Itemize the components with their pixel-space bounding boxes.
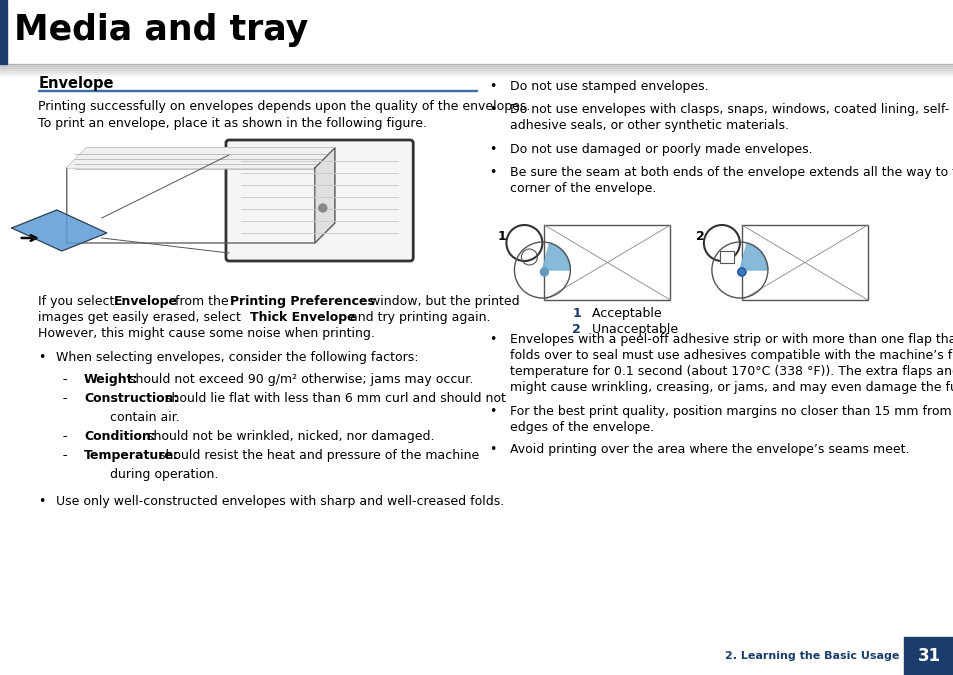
Text: Envelope: Envelope xyxy=(38,76,113,91)
Text: To print an envelope, place it as shown in the following figure.: To print an envelope, place it as shown … xyxy=(38,117,427,130)
Text: Acceptable: Acceptable xyxy=(584,307,661,320)
Text: window, but the printed: window, but the printed xyxy=(366,295,519,308)
Text: Do not use envelopes with clasps, snaps, windows, coated lining, self-: Do not use envelopes with clasps, snaps,… xyxy=(510,103,948,116)
Polygon shape xyxy=(67,148,335,168)
Text: -: - xyxy=(62,449,67,462)
Text: Do not use stamped envelopes.: Do not use stamped envelopes. xyxy=(510,80,708,93)
Text: edges of the envelope.: edges of the envelope. xyxy=(510,421,654,434)
Text: Avoid printing over the area where the envelope’s seams meet.: Avoid printing over the area where the e… xyxy=(510,443,909,456)
Text: and try printing again.: and try printing again. xyxy=(346,311,490,324)
Text: corner of the envelope.: corner of the envelope. xyxy=(510,182,656,195)
Text: -: - xyxy=(62,373,67,386)
Text: should lie flat with less than 6 mm curl and should not: should lie flat with less than 6 mm curl… xyxy=(160,392,505,405)
Bar xyxy=(544,225,670,300)
Text: If you select: If you select xyxy=(38,295,118,308)
Text: images get easily erased, select: images get easily erased, select xyxy=(38,311,245,324)
Text: When selecting envelopes, consider the following factors:: When selecting envelopes, consider the f… xyxy=(56,351,418,364)
Text: •: • xyxy=(38,351,46,364)
Text: •: • xyxy=(489,166,497,179)
Text: should resist the heat and pressure of the machine: should resist the heat and pressure of t… xyxy=(154,449,478,462)
Text: should not exceed 90 g/m² otherwise; jams may occur.: should not exceed 90 g/m² otherwise; jam… xyxy=(125,373,473,386)
Text: Temperature:: Temperature: xyxy=(84,449,178,462)
Text: folds over to seal must use adhesives compatible with the machine’s fusing: folds over to seal must use adhesives co… xyxy=(510,349,953,362)
Text: 2: 2 xyxy=(572,323,580,336)
Polygon shape xyxy=(314,148,335,243)
Text: Envelopes with a peel-off adhesive strip or with more than one flap that: Envelopes with a peel-off adhesive strip… xyxy=(510,333,953,346)
Text: •: • xyxy=(489,80,497,93)
Bar xyxy=(741,225,867,300)
Text: contain air.: contain air. xyxy=(110,411,179,424)
Text: Envelope: Envelope xyxy=(114,295,178,308)
Bar xyxy=(903,637,953,675)
Text: •: • xyxy=(489,443,497,456)
Text: For the best print quality, position margins no closer than 15 mm from the: For the best print quality, position mar… xyxy=(510,405,953,418)
Wedge shape xyxy=(542,243,570,270)
Text: -: - xyxy=(62,392,67,405)
Text: temperature for 0.1 second (about 170°C (338 °F)). The extra flaps and strips: temperature for 0.1 second (about 170°C … xyxy=(510,365,953,378)
Text: -: - xyxy=(62,430,67,443)
Text: from the: from the xyxy=(171,295,233,308)
Text: Printing Preferences: Printing Preferences xyxy=(230,295,375,308)
Text: •: • xyxy=(489,333,497,346)
Text: Use only well-constructed envelopes with sharp and well-creased folds.: Use only well-constructed envelopes with… xyxy=(56,495,504,508)
Text: might cause wrinkling, creasing, or jams, and may even damage the fuser.: might cause wrinkling, creasing, or jams… xyxy=(510,381,953,394)
Polygon shape xyxy=(11,210,107,251)
Text: Unacceptable: Unacceptable xyxy=(584,323,678,336)
Text: -: - xyxy=(62,430,67,443)
Text: Condition:: Condition: xyxy=(84,430,155,443)
Bar xyxy=(0,0,7,64)
Text: 1: 1 xyxy=(497,230,506,244)
Bar xyxy=(38,90,476,91)
Text: 2. Learning the Basic Usage: 2. Learning the Basic Usage xyxy=(724,651,898,661)
Text: Media and tray: Media and tray xyxy=(14,13,308,47)
Wedge shape xyxy=(740,243,767,270)
Text: -: - xyxy=(62,449,67,462)
Text: •: • xyxy=(38,495,46,508)
Text: •: • xyxy=(489,103,497,116)
Text: 31: 31 xyxy=(917,647,940,665)
Bar xyxy=(720,251,733,263)
Text: Weight:: Weight: xyxy=(84,373,138,386)
Text: Do not use damaged or poorly made envelopes.: Do not use damaged or poorly made envelo… xyxy=(510,143,812,156)
Text: 2: 2 xyxy=(695,230,703,244)
Text: Be sure the seam at both ends of the envelope extends all the way to the: Be sure the seam at both ends of the env… xyxy=(510,166,953,179)
Text: However, this might cause some noise when printing.: However, this might cause some noise whe… xyxy=(38,327,375,340)
Circle shape xyxy=(737,268,745,276)
Circle shape xyxy=(318,204,327,212)
Text: adhesive seals, or other synthetic materials.: adhesive seals, or other synthetic mater… xyxy=(510,119,788,132)
Text: Construction:: Construction: xyxy=(84,392,178,405)
Text: 1: 1 xyxy=(572,307,580,320)
Text: •: • xyxy=(489,143,497,156)
FancyBboxPatch shape xyxy=(226,140,413,261)
Text: Printing successfully on envelopes depends upon the quality of the envelopes.: Printing successfully on envelopes depen… xyxy=(38,100,530,113)
Circle shape xyxy=(539,268,548,276)
Text: should not be wrinkled, nicked, nor damaged.: should not be wrinkled, nicked, nor dama… xyxy=(143,430,434,443)
Text: •: • xyxy=(489,405,497,418)
Text: -: - xyxy=(62,392,67,405)
Text: -: - xyxy=(62,373,67,386)
Text: Thick Envelope: Thick Envelope xyxy=(250,311,355,324)
Text: during operation.: during operation. xyxy=(110,468,218,481)
